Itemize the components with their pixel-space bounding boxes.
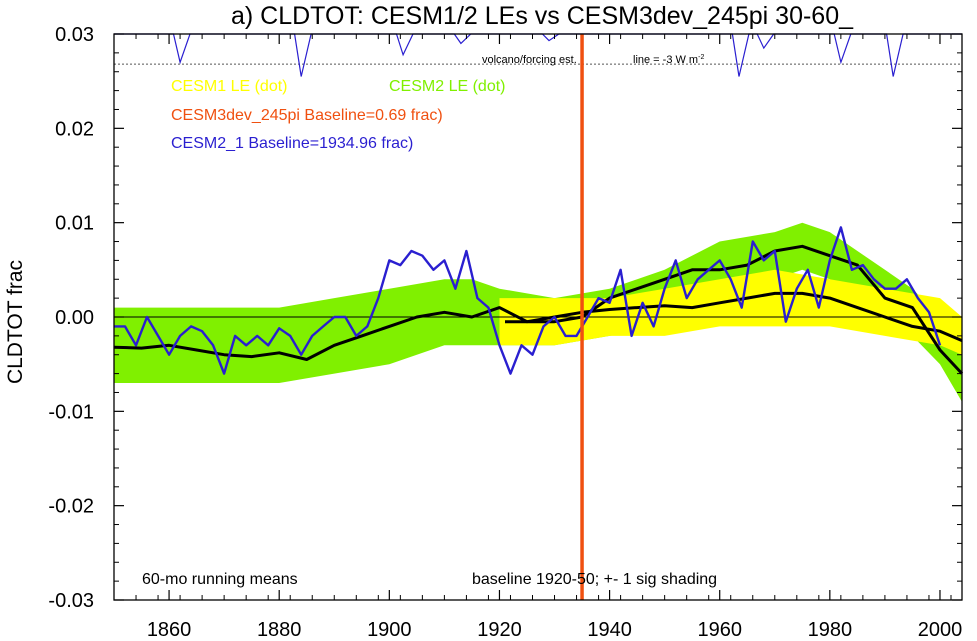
legend-cesm1: CESM1 LE (dot) <box>171 78 287 95</box>
x-tick-label: 2000 <box>918 619 963 641</box>
y-tick-label: -0.01 <box>48 401 94 423</box>
line-series-3 <box>505 291 963 342</box>
y-tick-label: 0.02 <box>55 118 94 140</box>
x-tick-label: 1880 <box>257 619 302 641</box>
y-tick-label: 0.03 <box>55 24 94 46</box>
line-series-2 <box>113 244 964 375</box>
legend-cesm3: CESM3dev_245pi Baseline=0.69 frac) <box>171 107 443 124</box>
y-tick-label: -0.03 <box>48 590 94 612</box>
line-series-4 <box>114 226 942 375</box>
line-label-sup: -2 <box>698 54 704 61</box>
series-lines <box>113 226 964 375</box>
y-tick-label: 0.00 <box>55 307 94 329</box>
volcano-label: volcano/forcing est. <box>482 54 577 66</box>
volcano-forcing-line <box>114 33 962 77</box>
axis-ticks: 1860 1880 1900 1920 1940 1960 1980 2000 -0.03 -0.… <box>48 24 962 641</box>
x-tick-label: 1900 <box>367 619 412 641</box>
x-tick-label: 1960 <box>697 619 742 641</box>
band-series-1 <box>499 269 962 355</box>
shading-bands <box>114 222 962 402</box>
y-axis-label: CLDTOT frac <box>4 260 27 384</box>
y-tick-label: 0.01 <box>55 213 94 235</box>
legend-cesm2: CESM2 LE (dot) <box>389 78 505 95</box>
chart-title: a) CLDTOT: CESM1/2 LEs vs CESM3dev_245pi… <box>231 2 854 30</box>
x-tick-label: 1940 <box>587 619 632 641</box>
x-tick-label: 1980 <box>808 619 853 641</box>
line-label-text: line = -3 W m <box>633 54 698 66</box>
legend-cesm2-1: CESM2_1 Baseline=1934.96 frac) <box>171 135 413 152</box>
line-label: line = -3 W m-2 <box>633 54 704 66</box>
x-tick-label: 1920 <box>477 619 522 641</box>
x-tick-label: 1860 <box>147 619 192 641</box>
y-tick-label: -0.02 <box>48 496 94 518</box>
baseline-note: baseline 1920-50; +- 1 sig shading <box>472 571 717 588</box>
running-means-note: 60-mo running means <box>142 571 298 588</box>
